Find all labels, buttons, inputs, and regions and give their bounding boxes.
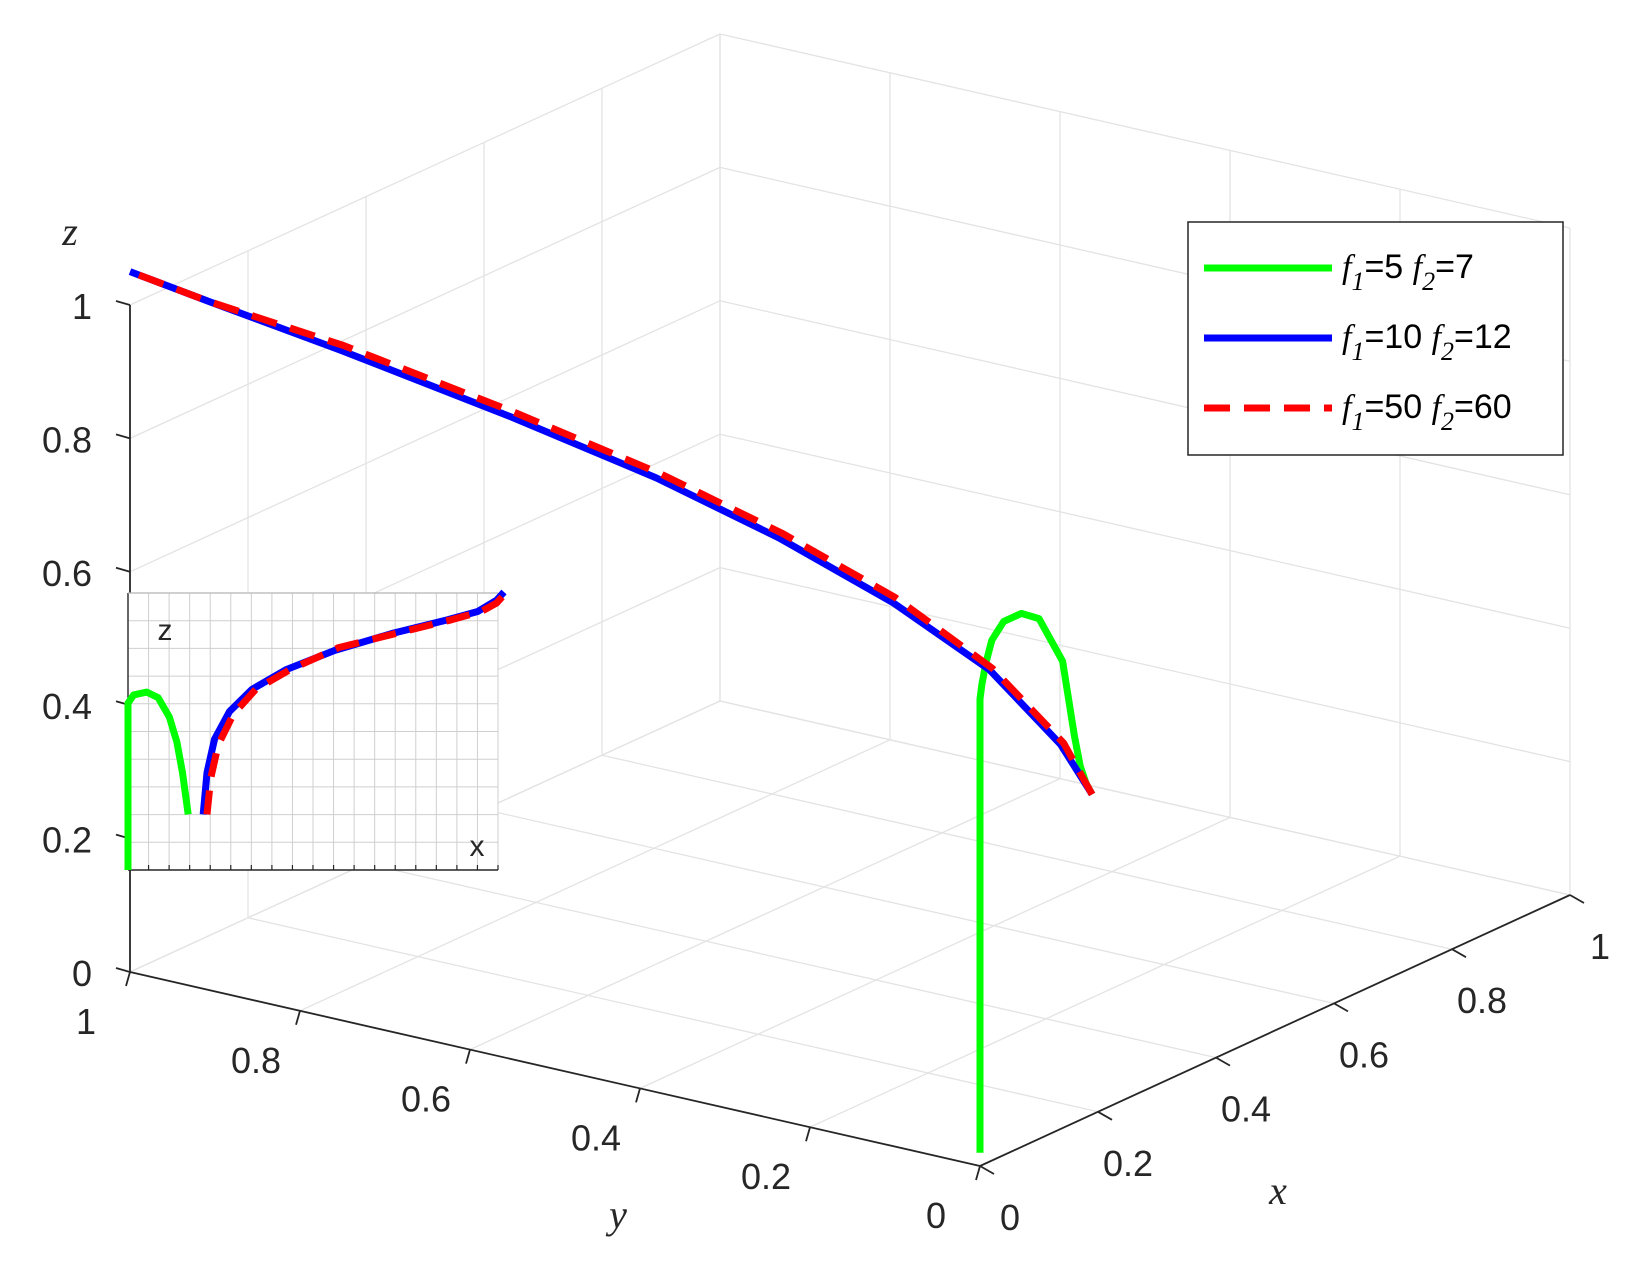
back-wall-grid-line [719, 33, 1571, 229]
inset-series-f1-50-f2-60 [203, 592, 507, 815]
x-tick [1097, 1111, 1113, 1121]
floor-grid-line [639, 816, 1231, 1089]
y-tick [975, 1165, 981, 1181]
y-tick [465, 1049, 471, 1064]
axis-labels: x y z [61, 209, 1287, 1237]
legend-entry-2: f1=10 f2=12 [1204, 318, 1512, 366]
x-tick-label: 1 [1590, 926, 1610, 967]
y-tick [295, 1010, 301, 1026]
side-wall-grid-line [129, 166, 721, 439]
x-tick-label: 0 [1000, 1197, 1020, 1238]
x-tick [1569, 894, 1585, 904]
series-f1-5-f2-7 [976, 609, 1096, 1153]
x-tick [1333, 1002, 1349, 1013]
y-tick-label: 0.8 [231, 1040, 281, 1081]
y-axis-label: y [605, 1192, 627, 1237]
x-axis-line [979, 894, 1571, 1167]
legend-label-2: f1=10 f2=12 [1342, 318, 1512, 366]
z-tick-label: 0.8 [42, 419, 92, 460]
legend-label-3: f1=50 f2=60 [1342, 388, 1512, 436]
z-tick-label: 0.2 [42, 820, 92, 861]
z-tick-label: 1 [72, 286, 92, 327]
z-tick-label: 0.4 [42, 686, 92, 727]
x-tick [1215, 1056, 1231, 1067]
back-wall-grid-line [719, 566, 1571, 763]
x-tick-label: 0.8 [1457, 980, 1507, 1021]
z-tick [115, 566, 131, 573]
y-tick [635, 1088, 641, 1103]
floor-grid-line [809, 855, 1401, 1128]
y-tick-label: 0.4 [571, 1117, 621, 1158]
inset-series [124, 589, 507, 870]
x-tick [979, 1165, 995, 1175]
floor-grid-line [469, 778, 1061, 1051]
x-tick-label: 0.4 [1221, 1089, 1271, 1130]
series [128, 268, 1096, 1153]
legend-entry-3: f1=50 f2=60 [1204, 388, 1512, 436]
floor-grid-line [299, 739, 891, 1012]
z-axis-label: z [61, 209, 78, 254]
legend: f1=5 f2=7 f1=10 f2=12 f1=50 f2=60 [1187, 221, 1564, 456]
ticks: 0 0 0 0.2 0.2 0.2 0.4 0.4 0.4 0.6 0.6 0.6 0.8 0.8 0.8 1… [42, 286, 1610, 1238]
y-tick-label: 1 [76, 1001, 96, 1042]
y-tick [805, 1126, 811, 1142]
back-wall-grid-line [719, 433, 1571, 629]
x-axis-label: x [1268, 1168, 1287, 1213]
z-tick [115, 967, 131, 973]
side-wall-grid-line [129, 300, 721, 573]
y-axis-line [129, 971, 981, 1167]
floor-grid-line [365, 862, 1217, 1059]
z-tick [115, 300, 131, 306]
z-tick-label: 0.6 [42, 553, 92, 594]
x-tick [1451, 948, 1467, 958]
side-wall-grid-line [129, 33, 721, 306]
y-tick-label: 0 [926, 1195, 946, 1236]
x-tick-label: 0.2 [1103, 1143, 1153, 1184]
floor-grid-line [601, 754, 1453, 950]
inset-x-label: x [470, 830, 485, 863]
floor-grid-line [483, 808, 1335, 1005]
inset-series-f1-5-f2-7 [124, 688, 192, 870]
y-tick [125, 971, 131, 987]
inset-plot: z x [124, 589, 507, 871]
z-tick [115, 433, 131, 440]
z-tick-label: 0 [72, 953, 92, 994]
x-tick-label: 0.6 [1339, 1034, 1389, 1075]
y-tick-label: 0.6 [401, 1079, 451, 1120]
y-tick-label: 0.2 [741, 1156, 791, 1197]
series-f1-50-f2-60 [128, 268, 1096, 797]
back-wall-grid-line [719, 300, 1571, 496]
inset-z-label: z [158, 614, 173, 647]
back-wall-grid-line [719, 700, 1571, 896]
floor-grid-line [247, 917, 1099, 1113]
